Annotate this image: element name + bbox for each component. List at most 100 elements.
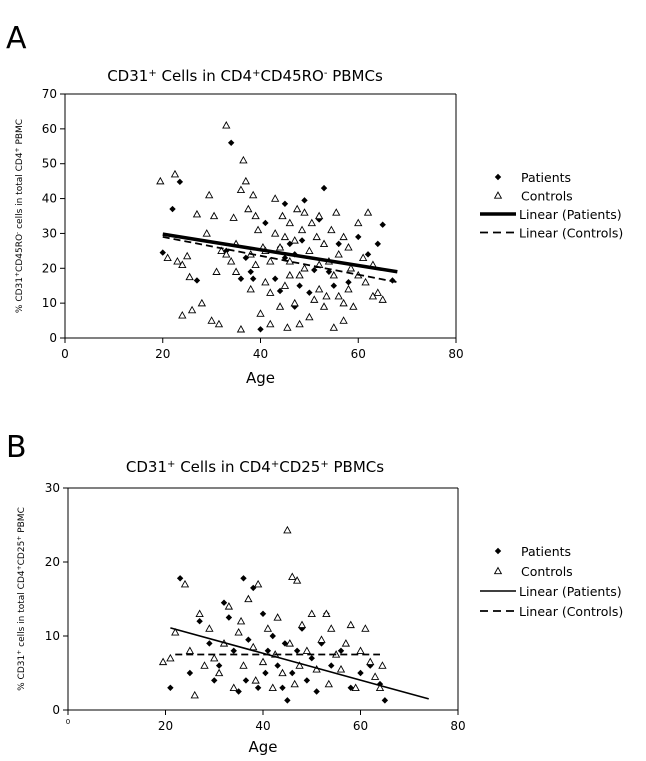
patient-point [276,287,284,295]
y-tick-label: 0 [49,331,57,345]
title-text-part: cells in total CD4 [17,570,27,650]
chart-title: CD31+ Cells in CD4+CD25+ PBMCs [126,458,384,476]
title-text-part: CD31 [107,67,148,85]
control-point [263,624,273,632]
title-text-part: PBMC [17,507,27,536]
control-point [361,277,370,286]
control-point [354,218,363,227]
control-point [224,602,234,610]
y-axis-label: % CD31+CD45RO- cells in total CD4+ PBMC [14,119,26,313]
control-point [178,260,187,268]
legend-label: Linear (Patients) [519,584,622,599]
control-point [185,272,194,281]
control-point [253,225,263,234]
patient-point [313,688,320,695]
patient-point [328,662,335,669]
control-point [332,208,341,216]
control-point [290,298,299,307]
title-text-part: CD25 [17,541,27,566]
control-point [292,576,302,584]
x-tick-label: 40 [253,347,268,361]
control-point [339,316,348,324]
control-point [493,191,503,199]
patient-point [357,669,364,677]
patient-point [293,647,301,654]
control-point [305,246,314,255]
x-tick-label: 60 [353,719,368,733]
y-tick-label: 30 [45,481,60,495]
patient-point [176,178,184,186]
patient-point [301,197,308,204]
control-point [270,229,280,237]
control-point [266,319,275,328]
y-tick-label: 70 [42,87,57,101]
control-point [307,218,316,227]
fit-line-controls [162,236,398,284]
legend-label: Controls [521,189,573,204]
control-point [251,676,260,684]
control-point [349,302,358,310]
patient-point [347,684,354,691]
control-point [190,690,199,699]
control-point [253,579,263,588]
control-point [324,679,333,688]
patient-point [247,268,254,275]
title-superscript: + [252,68,260,79]
control-point [256,309,265,317]
control-point [346,263,356,272]
control-point [249,642,258,651]
patient-point [227,139,235,146]
control-point [336,664,346,673]
control-point [270,194,280,202]
title-text-part: PBMCs [327,67,383,85]
control-point [197,298,207,307]
control-point [278,211,287,220]
control-point [305,312,314,321]
control-point [231,267,241,275]
patient-point [284,697,291,704]
panel-letter: A [6,21,27,56]
patient-point [254,684,262,691]
y-tick-label: 40 [42,192,57,206]
control-point [180,579,190,588]
control-point [222,250,231,258]
control-point [236,324,246,333]
patient-point [245,636,252,643]
control-point [205,624,214,632]
control-point [322,609,331,617]
control-point [285,639,294,647]
control-point [185,646,195,654]
y-tick-label: 20 [45,555,60,569]
control-point [493,566,503,575]
patient-point [242,677,250,684]
control-point [217,246,226,255]
control-point [229,213,238,221]
control-point [378,295,387,303]
title-text-part: CD45RO [261,67,324,85]
title-superscript: + [271,459,279,470]
patient-point [355,233,362,241]
control-point [171,627,180,636]
patient-point [318,640,325,647]
chart-title: CD31+ Cells in CD4+CD45RO- PBMCs [107,67,383,85]
patient-point [257,326,264,333]
patient-point [250,584,257,592]
patient-point [264,647,272,654]
patient-point [374,240,381,248]
x-tick-label: 60 [351,347,366,361]
x-tick-label: 20 [158,719,173,733]
control-point [300,263,309,272]
control-point [239,661,248,669]
series-controls [156,121,387,333]
legend: Patients Controls Linear (Patients) Linear … [480,544,623,619]
control-point [319,302,329,310]
y-tick-label: 10 [45,629,60,643]
title-superscript: + [16,536,23,541]
control-point [341,639,351,647]
control-point [297,620,307,629]
control-point [283,323,292,331]
patient-point [262,219,269,227]
patient-point [289,669,296,677]
